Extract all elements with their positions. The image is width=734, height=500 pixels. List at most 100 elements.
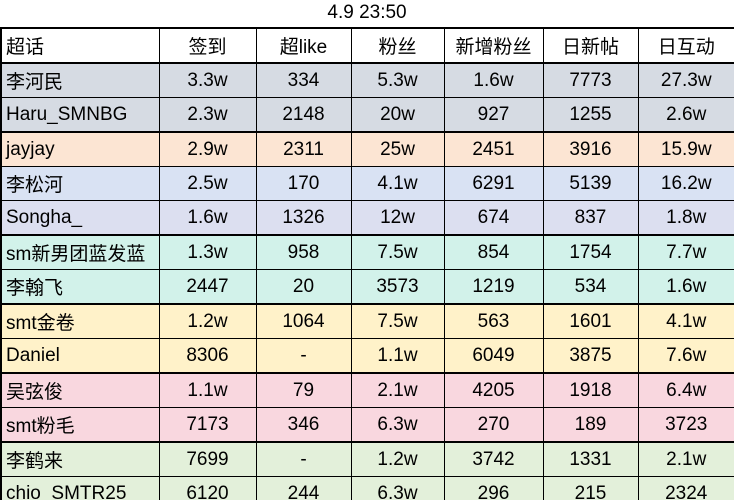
value-cell: 1918 bbox=[542, 372, 639, 408]
column-header: 签到 bbox=[158, 27, 257, 64]
column-header: 日新帖 bbox=[542, 27, 639, 64]
value-cell: 270 bbox=[443, 407, 544, 443]
value-cell: 3573 bbox=[350, 269, 445, 305]
value-cell: 3875 bbox=[542, 338, 639, 374]
supertopic-name-cell: Songha_ bbox=[0, 200, 160, 236]
value-cell: 1.6w bbox=[158, 200, 257, 236]
table-row: smt金卷 1.2w 1064 7.5w 563 1601 4.1w bbox=[0, 303, 734, 339]
value-cell: 215 bbox=[542, 476, 639, 500]
value-cell: 1601 bbox=[542, 303, 639, 339]
table-body: 李河民 3.3w 334 5.3w 1.6w 7773 27.3w Haru_SMNBG 2.3… bbox=[0, 62, 734, 500]
value-cell: 4.1w bbox=[350, 166, 445, 201]
value-cell: 3742 bbox=[443, 441, 544, 477]
table-row: 李河民 3.3w 334 5.3w 1.6w 7773 27.3w bbox=[0, 62, 734, 98]
value-cell: 244 bbox=[255, 476, 352, 500]
value-cell: 2.6w bbox=[637, 97, 734, 133]
value-cell: 7.5w bbox=[350, 234, 445, 270]
column-header: 日互动 bbox=[637, 27, 734, 64]
table-row: jayjay 2.9w 2311 25w 2451 3916 15.9w bbox=[0, 131, 734, 167]
value-cell: 1064 bbox=[255, 303, 352, 339]
value-cell: 7.5w bbox=[350, 303, 445, 339]
value-cell: 2148 bbox=[255, 97, 352, 133]
value-cell: 7773 bbox=[542, 62, 639, 98]
table-row: Haru_SMNBG 2.3w 2148 20w 927 1255 2.6w bbox=[0, 97, 734, 133]
value-cell: 4205 bbox=[443, 372, 544, 408]
table-row: chio_SMTR25 6120 244 6.3w 296 215 2324 bbox=[0, 476, 734, 500]
value-cell: 2311 bbox=[255, 131, 352, 167]
supertopic-name-cell: Daniel bbox=[0, 338, 160, 374]
value-cell: 1219 bbox=[443, 269, 544, 305]
supertopic-name-cell: smt粉毛 bbox=[0, 407, 160, 443]
value-cell: 1.2w bbox=[158, 303, 257, 339]
supertopic-name-cell: 李松河 bbox=[0, 166, 160, 201]
value-cell: 1.6w bbox=[637, 269, 734, 305]
value-cell: 3.3w bbox=[158, 62, 257, 98]
value-cell: 958 bbox=[255, 234, 352, 270]
snapshot-timestamp-title: 4.9 23:50 bbox=[327, 2, 407, 23]
column-header: 超话 bbox=[0, 27, 160, 64]
value-cell: 3723 bbox=[637, 407, 734, 443]
value-cell: 2324 bbox=[637, 476, 734, 500]
value-cell: - bbox=[255, 338, 352, 374]
value-cell: 1754 bbox=[542, 234, 639, 270]
value-cell: 1.1w bbox=[158, 372, 257, 408]
supertopic-name-cell: 吴弦俊 bbox=[0, 372, 160, 408]
value-cell: 15.9w bbox=[637, 131, 734, 167]
value-cell: 189 bbox=[542, 407, 639, 443]
value-cell: 16.2w bbox=[637, 166, 734, 201]
supertopic-name-cell: chio_SMTR25 bbox=[0, 476, 160, 500]
value-cell: 4.1w bbox=[637, 303, 734, 339]
value-cell: 20 bbox=[255, 269, 352, 305]
value-cell: - bbox=[255, 441, 352, 477]
value-cell: 7.7w bbox=[637, 234, 734, 270]
column-header: 新增粉丝 bbox=[443, 27, 544, 64]
value-cell: 534 bbox=[542, 269, 639, 305]
value-cell: 563 bbox=[443, 303, 544, 339]
value-cell: 7.6w bbox=[637, 338, 734, 374]
column-header: 粉丝 bbox=[350, 27, 445, 64]
value-cell: 854 bbox=[443, 234, 544, 270]
value-cell: 296 bbox=[443, 476, 544, 500]
value-cell: 12w bbox=[350, 200, 445, 236]
supertopic-name-cell: smt金卷 bbox=[0, 303, 160, 339]
supertopic-name-cell: sm新男团蓝发蓝 bbox=[0, 234, 160, 270]
value-cell: 3916 bbox=[542, 131, 639, 167]
value-cell: 6.3w bbox=[350, 476, 445, 500]
table-row: sm新男团蓝发蓝 1.3w 958 7.5w 854 1754 7.7w bbox=[0, 234, 734, 270]
value-cell: 346 bbox=[255, 407, 352, 443]
value-cell: 674 bbox=[443, 200, 544, 236]
value-cell: 1331 bbox=[542, 441, 639, 477]
value-cell: 2.1w bbox=[637, 441, 734, 477]
value-cell: 837 bbox=[542, 200, 639, 236]
value-cell: 2.5w bbox=[158, 166, 257, 201]
value-cell: 5.3w bbox=[350, 62, 445, 98]
value-cell: 25w bbox=[350, 131, 445, 167]
value-cell: 6120 bbox=[158, 476, 257, 500]
supertopic-stats-table: 超话 签到 超like 粉丝 新增粉丝 日新帖 日互动 李河民 3.3w 334 5.3w 1.6w… bbox=[0, 27, 734, 500]
value-cell: 2.9w bbox=[158, 131, 257, 167]
value-cell: 1.8w bbox=[637, 200, 734, 236]
supertopic-name-cell: 李河民 bbox=[0, 62, 160, 98]
value-cell: 20w bbox=[350, 97, 445, 133]
table-row: Songha_ 1.6w 1326 12w 674 837 1.8w bbox=[0, 200, 734, 236]
value-cell: 2.3w bbox=[158, 97, 257, 133]
value-cell: 334 bbox=[255, 62, 352, 98]
value-cell: 927 bbox=[443, 97, 544, 133]
table-row: 吴弦俊 1.1w 79 2.1w 4205 1918 6.4w bbox=[0, 372, 734, 408]
supertopic-name-cell: jayjay bbox=[0, 131, 160, 167]
table-row: 李鹤来 7699-1.2w 3742 1331 2.1w bbox=[0, 441, 734, 477]
column-header: 超like bbox=[255, 27, 352, 64]
supertopic-name-cell: Haru_SMNBG bbox=[0, 97, 160, 133]
table-row: Daniel 8306-1.1w 6049 3875 7.6w bbox=[0, 338, 734, 374]
value-cell: 1.2w bbox=[350, 441, 445, 477]
value-cell: 1326 bbox=[255, 200, 352, 236]
value-cell: 2451 bbox=[443, 131, 544, 167]
value-cell: 6049 bbox=[443, 338, 544, 374]
value-cell: 8306 bbox=[158, 338, 257, 374]
value-cell: 27.3w bbox=[637, 62, 734, 98]
value-cell: 7699 bbox=[158, 441, 257, 477]
supertopic-name-cell: 李翰飞 bbox=[0, 269, 160, 305]
value-cell: 7173 bbox=[158, 407, 257, 443]
value-cell: 170 bbox=[255, 166, 352, 201]
